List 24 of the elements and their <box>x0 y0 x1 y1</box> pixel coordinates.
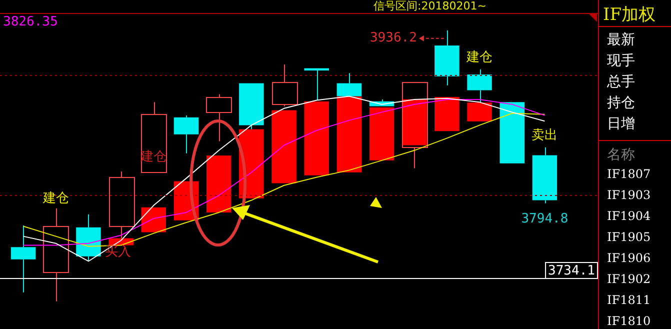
chart-title: 信号区间:20180201~ <box>374 0 486 12</box>
annotation: 建仓 <box>466 50 493 65</box>
text: 3826.35 <box>3 14 58 30</box>
annotation: 建仓 <box>42 190 69 206</box>
text: IF1906 <box>607 251 651 265</box>
text: 名称 <box>607 146 635 164</box>
text: IF1807 <box>607 167 651 181</box>
annotation: 3794.8 <box>521 212 568 227</box>
text: IF1904 <box>607 209 651 223</box>
text: IF加权 <box>603 4 656 26</box>
annotation: 3734.1 <box>548 263 595 278</box>
text: 日增 <box>607 115 635 133</box>
text: 现手 <box>607 52 635 70</box>
text: IF1903 <box>607 188 651 202</box>
text: 最新 <box>607 31 635 49</box>
annotation: 3936.2 <box>370 30 417 46</box>
annotation: 卖出 <box>532 128 558 143</box>
text: IF1905 <box>607 230 651 244</box>
annotation: 买入 <box>105 244 132 260</box>
text: 总手 <box>607 73 635 91</box>
text: IF1810 <box>607 314 651 328</box>
text: IF1811 <box>607 293 651 307</box>
text: 持仓 <box>607 94 635 112</box>
text: IF1902 <box>607 272 651 286</box>
